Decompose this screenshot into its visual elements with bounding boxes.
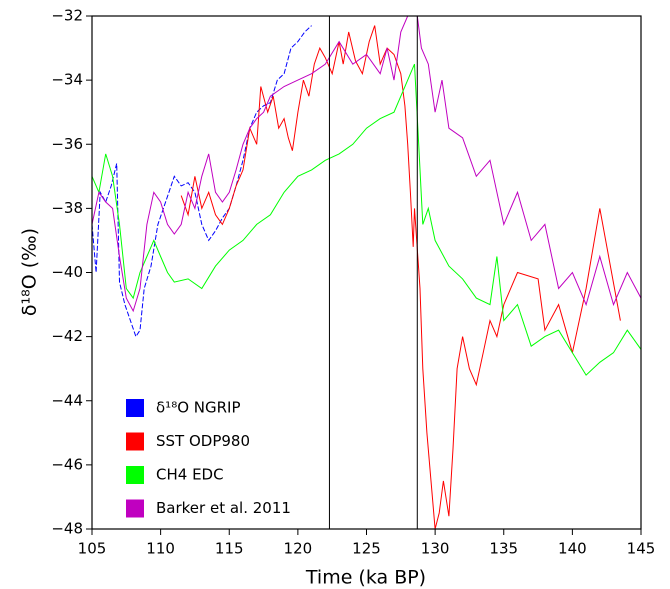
- y-tick-label: −42: [51, 327, 83, 345]
- y-tick-label: −38: [51, 199, 83, 217]
- x-tick-label: 140: [558, 540, 587, 558]
- x-tick-label: 110: [146, 540, 175, 558]
- legend-swatch: [126, 432, 144, 451]
- x-tick-label: 115: [215, 540, 244, 558]
- y-tick-label: −36: [51, 135, 83, 153]
- x-tick-label: 105: [78, 540, 107, 558]
- y-tick-label: −34: [51, 71, 83, 89]
- y-tick-label: −44: [51, 391, 83, 409]
- x-tick-label: 125: [352, 540, 381, 558]
- frame: [91, 15, 642, 530]
- x-axis-label: Time (ka BP): [305, 567, 426, 589]
- series-line: [92, 25, 312, 338]
- legend-swatch: [126, 399, 144, 417]
- y-tick-label: −48: [51, 520, 83, 538]
- legend-label: δ¹⁸O NGRIP: [156, 399, 241, 417]
- y-tick-label: −46: [51, 455, 83, 473]
- series-line: [92, 16, 641, 313]
- y-tick-label: −40: [51, 263, 83, 281]
- legend-label: SST ODP980: [156, 432, 250, 450]
- legend-swatch: [126, 466, 144, 484]
- y-axis-label: δ¹⁸O (‰): [19, 228, 41, 316]
- legend-swatch: [126, 499, 144, 518]
- legend-label: CH4 EDC: [156, 466, 224, 484]
- plot-area: [92, 16, 641, 529]
- x-tick-label: 145: [627, 540, 656, 558]
- x-tick-label: 135: [489, 540, 518, 558]
- series-line: [92, 63, 641, 376]
- x-tick-label: 130: [421, 540, 450, 558]
- y-tick-label: −32: [51, 7, 83, 25]
- x-tick-label: 120: [284, 540, 313, 558]
- series-line: [180, 25, 621, 529]
- legend-label: Barker et al. 2011: [156, 499, 291, 517]
